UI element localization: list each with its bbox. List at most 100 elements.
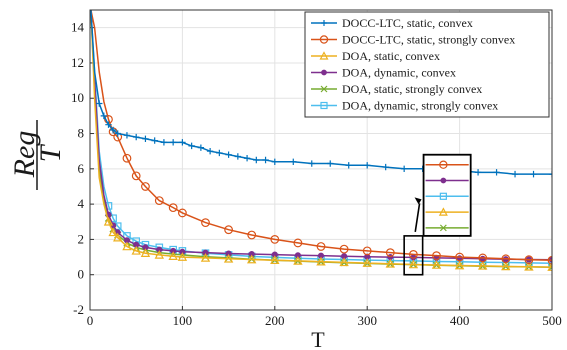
data-point — [100, 112, 108, 120]
data-point — [408, 259, 419, 269]
data-point — [168, 203, 178, 213]
data-point — [246, 254, 257, 264]
data-point — [438, 207, 448, 216]
data-point — [151, 137, 158, 144]
legend-label: DOCC-LTC, static, strongly convex — [342, 33, 515, 47]
data-point — [547, 255, 552, 265]
data-point — [321, 69, 327, 76]
data-point — [293, 255, 303, 265]
legend-entry: DOA, dynamic, strongly convex — [311, 99, 498, 113]
data-point — [188, 142, 195, 150]
data-point — [122, 153, 132, 163]
data-point — [201, 218, 210, 228]
legend-entry: DOCC-LTC, static, strongly convex — [311, 33, 515, 47]
zoom-region-box — [403, 235, 424, 276]
data-point — [103, 216, 114, 226]
data-point — [109, 126, 117, 134]
legend-box — [304, 11, 550, 118]
data-point — [308, 160, 315, 167]
data-point — [439, 160, 448, 169]
data-point — [478, 253, 488, 263]
y-tick-label: 10 — [71, 90, 84, 105]
data-point — [320, 101, 328, 110]
zoom-arrow-head — [414, 197, 422, 205]
data-point — [385, 258, 396, 268]
data-point — [177, 252, 188, 261]
data-point — [105, 121, 112, 128]
legend-label: DOA, dynamic, strongly convex — [342, 99, 498, 113]
data-point — [454, 260, 465, 270]
axes-box — [89, 9, 553, 311]
data-point — [339, 257, 349, 267]
data-point — [114, 130, 121, 137]
data-point — [501, 261, 511, 271]
data-point — [362, 258, 372, 267]
data-point — [382, 163, 389, 171]
data-point — [247, 230, 257, 240]
data-point — [169, 139, 177, 146]
data-point — [270, 235, 280, 244]
data-point — [547, 262, 552, 271]
data-point — [225, 151, 232, 158]
data-point — [131, 245, 141, 255]
data-point — [511, 170, 519, 178]
data-point — [224, 225, 234, 235]
y-tick-label: 4 — [78, 196, 85, 211]
y-tick-label: 14 — [71, 20, 85, 35]
data-point — [253, 156, 260, 164]
data-point — [524, 255, 534, 265]
data-point — [319, 51, 329, 60]
y-axis-label-numerator: Reg — [8, 131, 41, 179]
x-tick-label: 400 — [450, 313, 470, 328]
x-tick-label: 300 — [357, 313, 377, 328]
y-axis-label-denominator: T — [34, 143, 67, 162]
data-point — [345, 162, 352, 169]
data-point — [362, 246, 372, 256]
x-tick-label: 100 — [173, 313, 193, 328]
data-point — [548, 263, 552, 271]
data-point — [530, 170, 537, 178]
legend-entry: DOCC-LTC, static, convex — [311, 16, 473, 30]
y-tick-label: 6 — [78, 161, 85, 176]
data-point — [179, 139, 186, 146]
data-point — [524, 261, 534, 271]
data-point — [262, 156, 269, 164]
data-point — [270, 255, 280, 265]
data-point — [474, 169, 482, 176]
zoom-arrow — [414, 203, 421, 233]
data-point — [316, 242, 326, 251]
data-point — [548, 170, 552, 178]
data-point — [140, 248, 151, 257]
y-tick-label: 2 — [78, 231, 85, 246]
y-tick-label: 0 — [78, 267, 85, 282]
zoom-inset — [403, 153, 472, 276]
data-point — [113, 232, 123, 242]
data-point — [133, 133, 140, 141]
series-layer — [90, 10, 552, 271]
data-point — [320, 85, 328, 93]
legend-label: DOA, static, convex — [342, 49, 440, 63]
data-point — [177, 208, 187, 218]
data-point — [131, 171, 141, 181]
data-point — [168, 251, 178, 260]
x-tick-label: 500 — [542, 313, 562, 328]
data-point — [142, 135, 149, 143]
data-point — [216, 149, 223, 157]
y-tick-label: -2 — [73, 302, 84, 317]
legend: DOCC-LTC, static, convex DOCC-LTC, static… — [304, 11, 550, 118]
data-point — [501, 254, 511, 264]
data-point — [271, 158, 278, 165]
data-point — [319, 35, 329, 44]
data-point — [364, 162, 371, 169]
data-point — [293, 238, 303, 248]
legend-label: DOCC-LTC, static, convex — [342, 16, 473, 30]
series-doa-static-convex — [90, 10, 552, 271]
legend-label: DOA, dynamic, convex — [342, 66, 456, 80]
data-point — [197, 144, 205, 151]
legend-entry: DOA, static, convex — [311, 49, 440, 63]
data-point — [493, 169, 500, 176]
y-tick-label: 12 — [71, 55, 84, 70]
series-line — [90, 10, 552, 268]
data-point — [223, 253, 234, 263]
